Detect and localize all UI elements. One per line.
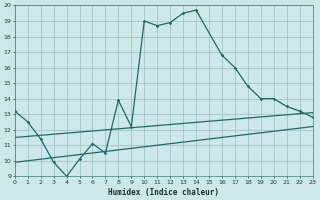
X-axis label: Humidex (Indice chaleur): Humidex (Indice chaleur)	[108, 188, 219, 197]
